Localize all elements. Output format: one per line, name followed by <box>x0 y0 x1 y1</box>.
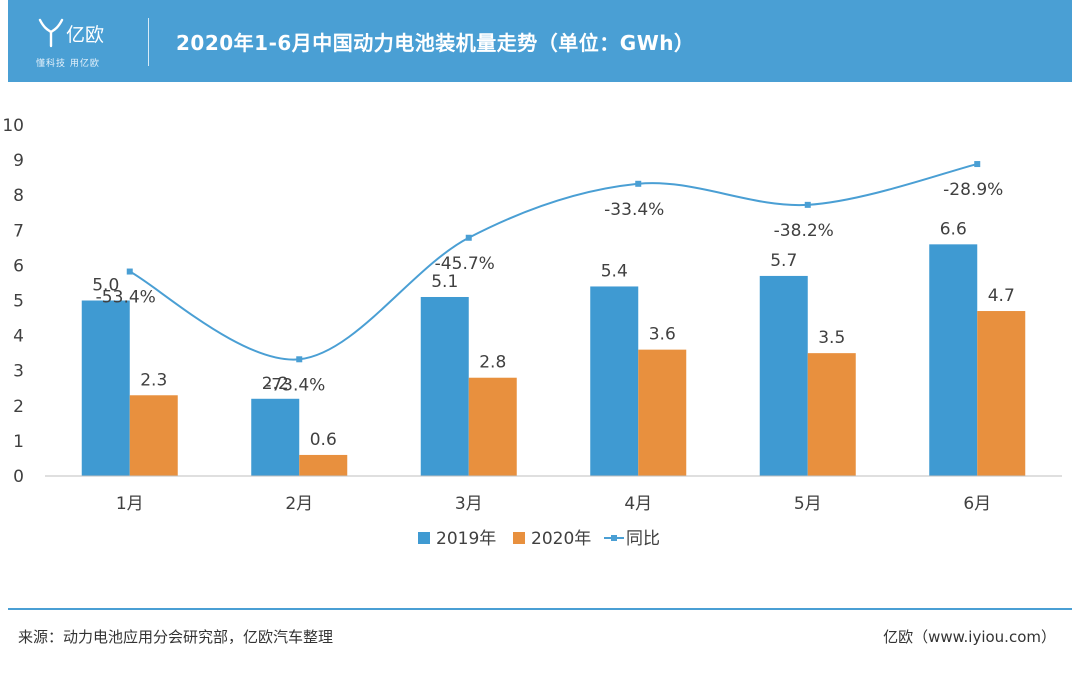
bar-data-label: 5.4 <box>601 261 628 281</box>
x-tick-label: 1月 <box>116 494 144 514</box>
y-tick-label: 10 <box>2 116 24 136</box>
yoy-point <box>465 234 472 241</box>
bar-data-label: 2.3 <box>140 370 167 390</box>
y-tick-label: 4 <box>13 327 24 347</box>
bar <box>468 377 517 476</box>
bar <box>590 286 639 476</box>
source-note: 来源：动力电池应用分会研究部，亿欧汽车整理 <box>18 628 334 646</box>
yoy-point <box>296 356 303 363</box>
logo: 亿欧 懂科技 用亿欧 <box>34 16 130 69</box>
footer-divider <box>8 608 1072 610</box>
chart-title: 2020年1-6月中国动力电池装机量走势（单位：GWh） <box>176 31 695 55</box>
x-tick-label: 2月 <box>285 494 313 514</box>
y-tick-label: 1 <box>13 432 24 452</box>
yoy-point <box>974 161 981 168</box>
bar <box>929 244 978 476</box>
logo-name: 亿欧 <box>66 24 105 46</box>
y-tick-label: 9 <box>13 151 24 171</box>
bar <box>420 296 469 476</box>
bar <box>807 353 856 476</box>
bar-data-label: 5.1 <box>431 272 458 292</box>
bar <box>638 349 687 476</box>
bar <box>759 275 808 476</box>
header-divider <box>148 18 149 66</box>
bar <box>251 398 300 476</box>
y-tick-label: 5 <box>13 292 24 312</box>
bar-data-label: 6.6 <box>940 219 967 239</box>
logo-y-icon <box>38 18 64 48</box>
yoy-data-label: -33.4% <box>604 200 664 220</box>
y-tick-label: 7 <box>13 221 24 241</box>
bar-data-label: 4.7 <box>988 286 1015 306</box>
x-tick-label: 5月 <box>794 494 822 514</box>
y-tick-label: 2 <box>13 397 24 417</box>
yoy-data-label: -53.4% <box>96 288 156 308</box>
bar-data-label: 3.6 <box>649 325 676 345</box>
yoy-point <box>126 268 133 275</box>
yoy-data-label: -45.7% <box>435 254 495 274</box>
x-tick-label: 3月 <box>455 494 483 514</box>
bar-data-label: 2.2 <box>262 374 289 394</box>
logo-tagline: 懂科技 用亿欧 <box>36 59 100 69</box>
legend-label: 2019年 <box>436 529 496 549</box>
y-tick-label: 3 <box>13 362 24 382</box>
x-tick-label: 4月 <box>624 494 652 514</box>
credit-note: 亿欧（www.iyiou.com） <box>883 628 1056 646</box>
yoy-series-line <box>129 163 978 361</box>
bar <box>129 395 178 476</box>
bar <box>81 300 130 476</box>
x-tick-label: 6月 <box>963 494 991 514</box>
y-tick-label: 6 <box>13 256 24 276</box>
yoy-data-label: -28.9% <box>943 180 1003 200</box>
legend-label: 同比 <box>626 529 660 549</box>
legend-swatch <box>513 532 525 544</box>
y-tick-label: 0 <box>13 467 24 487</box>
bar-data-label: 3.5 <box>818 328 845 348</box>
y-tick-label: 8 <box>13 186 24 206</box>
bar <box>299 454 348 476</box>
bar-data-label: 2.8 <box>479 353 506 373</box>
yoy-data-label: -73.4% <box>265 375 325 395</box>
legend-line-marker <box>611 535 617 541</box>
legend-swatch <box>418 532 430 544</box>
bar <box>977 311 1026 476</box>
yoy-data-label: -38.2% <box>774 221 834 241</box>
bar-data-label: 0.6 <box>310 430 337 450</box>
yoy-point <box>635 180 642 187</box>
bar-data-label: 5.0 <box>92 276 119 296</box>
chart: 0 1 2 3 4 5 6 7 8 9 10 5.0 2.3 1月 2.2 0.6 2月 5.1 2.8 3月 5.4 3… <box>2 116 1062 549</box>
bar-data-label: 5.7 <box>770 251 797 271</box>
header-banner: 亿欧 懂科技 用亿欧 2020年1-6月中国动力电池装机量走势（单位：GWh） <box>8 0 1072 82</box>
yoy-point <box>804 201 811 208</box>
legend-label: 2020年 <box>531 529 591 549</box>
